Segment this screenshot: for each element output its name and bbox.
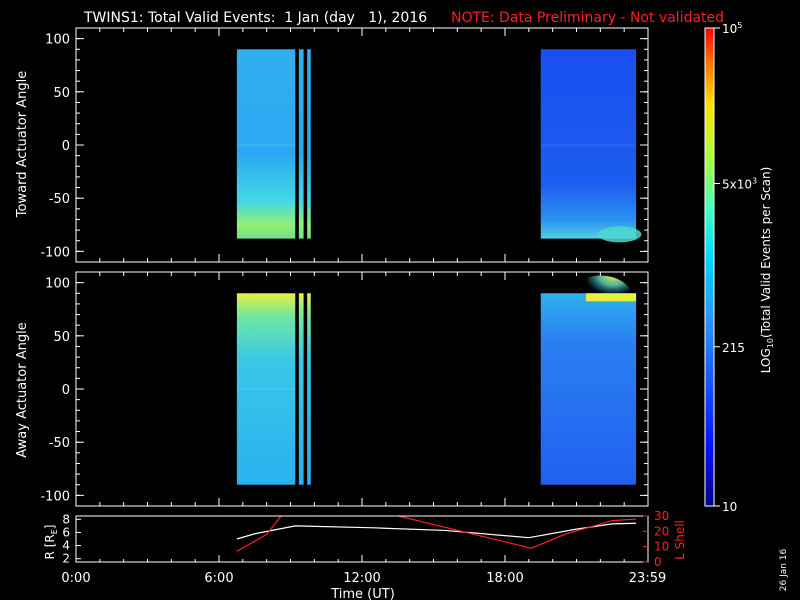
x-tick-label: 18:00	[486, 571, 523, 586]
y-tick-label: 100	[45, 33, 70, 48]
y-tick-label: 100	[45, 277, 70, 292]
orbit-right-tick-label: 20	[654, 524, 669, 538]
orbit-left-tick-label: 8	[62, 512, 70, 526]
y-tick-label: 50	[53, 330, 70, 345]
x-tick-label: 0:00	[61, 571, 90, 586]
y-tick-label: 0	[62, 139, 70, 154]
orbit-right-tick-label: 0	[654, 555, 662, 569]
x-tick-label: 23:59	[629, 571, 666, 586]
date-stamp: 26 Jan 16	[779, 548, 789, 591]
colorbar-tick-label: 105	[722, 21, 742, 36]
y-tick-label: -100	[40, 489, 70, 504]
colorbar-tick-label: 5x103	[722, 176, 757, 191]
orbit-lshell-label: L Shell	[673, 520, 687, 560]
heatmap-hotspot	[597, 226, 642, 243]
y-tick-label: 50	[53, 86, 70, 101]
x-tick-label: 12:00	[343, 571, 380, 586]
colorbar-tick-label: 215	[722, 341, 745, 355]
away-ylabel: Away Actuator Angle	[15, 322, 30, 457]
x-axis-ticks: 0:00 6:00 12:00 18:00 23:59	[61, 571, 666, 586]
heatmap-block	[298, 49, 304, 239]
y-tick-label: 0	[62, 383, 70, 398]
colorbar-ticks: 10 215 5x103 105	[714, 21, 757, 514]
away-panel: 100 50 0 -50 -100	[40, 271, 649, 507]
orbit-right-tick-label: 30	[654, 509, 669, 523]
orbit-left-tick-label: 6	[62, 525, 70, 539]
heatmap-hotspot	[586, 293, 637, 302]
heatmap-block	[236, 49, 296, 239]
toward-panel: 100 50 0 -50 -100	[40, 27, 649, 263]
x-axis-label: Time (UT)	[330, 587, 395, 600]
r-series-line	[236, 522, 637, 540]
orbit-left-tick-label: 4	[62, 539, 70, 553]
colorbar-tick-label: 10	[722, 500, 737, 514]
y-tick-label: -100	[40, 245, 70, 260]
colorbar-label: LOG10(Total Valid Events per Scan)	[759, 167, 775, 374]
x-tick-label: 6:00	[204, 571, 233, 586]
heatmap-block	[307, 49, 311, 239]
orbit-right-tick-label: 10	[654, 540, 669, 554]
preliminary-note: NOTE: Data Preliminary - Not validated	[451, 10, 724, 26]
y-tick-label: -50	[49, 192, 70, 207]
heatmap-block	[307, 293, 311, 485]
heatmap-block	[298, 293, 304, 485]
toward-ylabel: Toward Actuator Angle	[15, 71, 30, 218]
heatmap-block	[540, 49, 637, 239]
colorbar	[704, 27, 715, 507]
orbit-left-tick-label: 2	[62, 552, 70, 566]
plot-title: TWINS1: Total Valid Events: 1 Jan (day 1…	[83, 10, 427, 26]
y-tick-label: -50	[49, 436, 70, 451]
orbit-r-label: R [RE]	[43, 525, 59, 560]
lshell-series-line	[236, 516, 637, 552]
